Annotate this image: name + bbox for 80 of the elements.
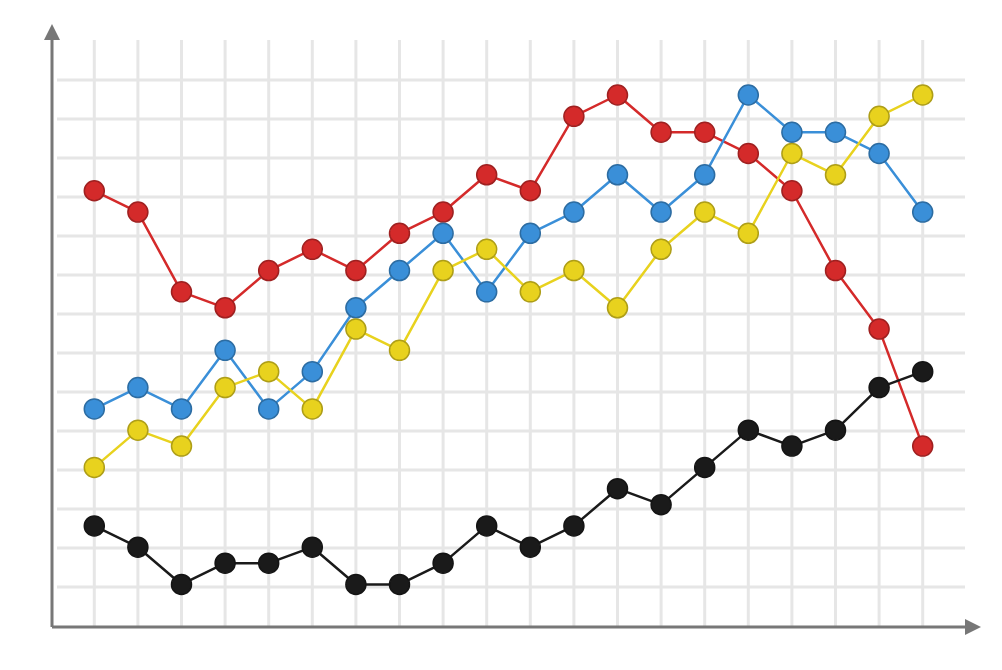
point xyxy=(214,297,236,319)
point xyxy=(388,259,411,282)
point xyxy=(257,398,280,420)
point xyxy=(650,493,672,516)
point xyxy=(170,398,193,420)
point xyxy=(824,259,847,282)
point xyxy=(127,536,149,558)
point xyxy=(781,435,803,457)
point xyxy=(693,121,716,143)
point xyxy=(911,84,934,106)
point xyxy=(693,201,716,223)
point xyxy=(911,360,934,383)
point xyxy=(214,552,236,574)
point xyxy=(345,259,367,282)
point xyxy=(693,164,716,186)
point xyxy=(563,105,585,128)
point xyxy=(650,121,672,143)
point xyxy=(868,376,890,399)
point xyxy=(475,238,498,261)
point xyxy=(432,201,454,223)
point xyxy=(693,456,716,479)
point xyxy=(83,398,106,420)
point xyxy=(301,238,324,261)
point xyxy=(606,477,629,500)
point xyxy=(388,573,411,596)
point xyxy=(824,419,847,441)
point xyxy=(214,376,236,399)
point xyxy=(301,360,324,383)
point xyxy=(475,164,498,186)
point xyxy=(170,435,193,457)
point xyxy=(868,142,890,165)
point xyxy=(737,222,760,245)
point xyxy=(257,552,280,574)
point xyxy=(432,552,454,574)
point xyxy=(432,259,454,282)
point xyxy=(127,201,149,223)
point xyxy=(83,515,106,537)
point xyxy=(519,536,542,558)
point xyxy=(563,515,585,537)
point xyxy=(824,121,847,143)
point xyxy=(257,360,280,383)
point xyxy=(606,164,629,186)
point xyxy=(83,456,106,479)
point xyxy=(475,515,498,537)
point xyxy=(170,573,193,596)
point xyxy=(606,297,629,319)
point xyxy=(737,84,760,106)
point xyxy=(606,84,629,106)
point xyxy=(563,259,585,282)
point xyxy=(519,281,542,303)
point xyxy=(824,164,847,186)
point xyxy=(388,339,411,362)
point xyxy=(868,105,890,128)
point xyxy=(170,281,193,303)
point xyxy=(781,142,803,165)
point xyxy=(345,573,367,596)
point xyxy=(911,435,934,457)
point xyxy=(650,238,672,261)
point xyxy=(83,180,106,202)
point xyxy=(519,222,542,245)
point xyxy=(911,201,934,223)
point xyxy=(257,259,280,282)
point xyxy=(301,536,324,558)
point xyxy=(345,318,367,340)
point xyxy=(388,222,411,245)
point xyxy=(519,180,542,202)
point xyxy=(563,201,585,223)
point xyxy=(432,222,454,245)
point xyxy=(345,297,367,319)
point xyxy=(301,398,324,420)
point xyxy=(737,419,760,441)
point xyxy=(127,376,149,399)
point xyxy=(781,121,803,143)
point xyxy=(127,419,149,441)
point xyxy=(781,180,803,202)
point xyxy=(214,339,236,362)
point xyxy=(650,201,672,223)
point xyxy=(737,142,760,165)
point xyxy=(475,281,498,303)
point xyxy=(868,318,890,340)
